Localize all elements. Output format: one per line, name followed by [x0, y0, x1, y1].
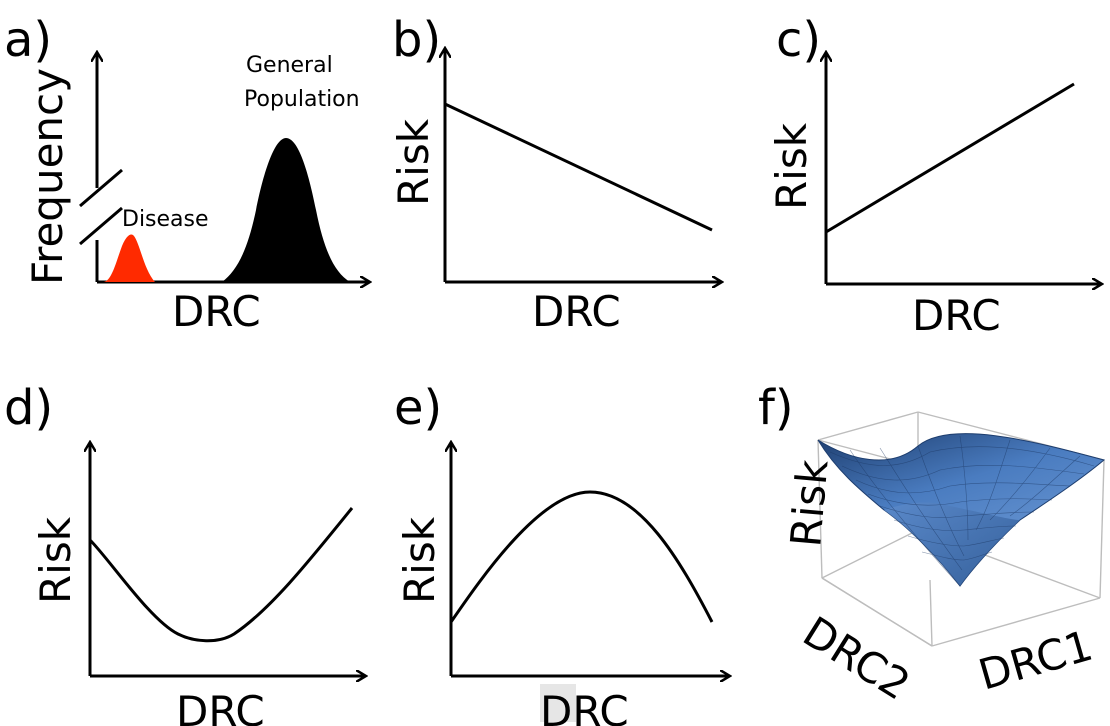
panel-f-y-axis-label: DRC2	[795, 607, 919, 710]
panel-d-y-axis-label: Risk	[31, 516, 80, 604]
panel-e-label-highlight	[540, 684, 576, 722]
panel-a-y-axis-label: Frequency	[23, 68, 72, 285]
panel-c: c) Risk DRC	[767, 12, 1102, 340]
panel-f: f)	[758, 380, 1106, 710]
panel-b-y-axis-label: Risk	[389, 118, 438, 206]
panel-f-x-axis-label: DRC1	[973, 621, 1098, 700]
panel-c-risk-line	[825, 82, 1075, 234]
panel-f-z-axis-label: Risk	[781, 457, 837, 549]
panel-e-y-axis-label: Risk	[395, 516, 444, 604]
panel-c-y-axis-label: Risk	[767, 122, 816, 210]
panel-f-label: f)	[758, 380, 794, 436]
panel-e-x-axis-label: DRC	[540, 687, 629, 726]
panel-d: d) Risk DRC	[4, 380, 366, 726]
panel-d-risk-curve	[88, 507, 354, 643]
disease-annotation: Disease	[122, 207, 209, 232]
panel-a-x-axis-label: DRC	[172, 287, 261, 336]
panel-a-axis-break-mark-1	[79, 168, 123, 208]
panel-e: e) Risk DRC	[394, 380, 730, 726]
panel-f-surface-front-fold	[884, 502, 1020, 586]
panel-b: b) Risk DRC	[389, 12, 722, 336]
panel-a-label: a)	[4, 12, 52, 68]
panel-c-label: c)	[776, 12, 821, 68]
general-population-annotation-line1: General	[246, 53, 333, 78]
panel-b-risk-line	[444, 102, 713, 232]
panel-b-x-axis-label: DRC	[532, 287, 621, 336]
general-population-annotation-line2: Population	[244, 87, 360, 112]
disease-distribution	[104, 234, 155, 282]
panel-c-x-axis-label: DRC	[912, 291, 1001, 340]
panel-e-label: e)	[394, 380, 442, 436]
general-population-distribution	[222, 138, 350, 282]
panel-a: a) Frequency Disease General Population …	[4, 12, 370, 336]
panel-a-axis-break-mark-2	[79, 206, 123, 246]
panel-d-x-axis-label: DRC	[176, 687, 265, 726]
panel-f-front-edge	[821, 577, 933, 647]
panel-f-surface-mesh	[829, 435, 1095, 587]
panel-d-label: d)	[4, 380, 53, 436]
panel-e-risk-curve	[449, 490, 714, 623]
panel-b-label: b)	[392, 12, 441, 68]
